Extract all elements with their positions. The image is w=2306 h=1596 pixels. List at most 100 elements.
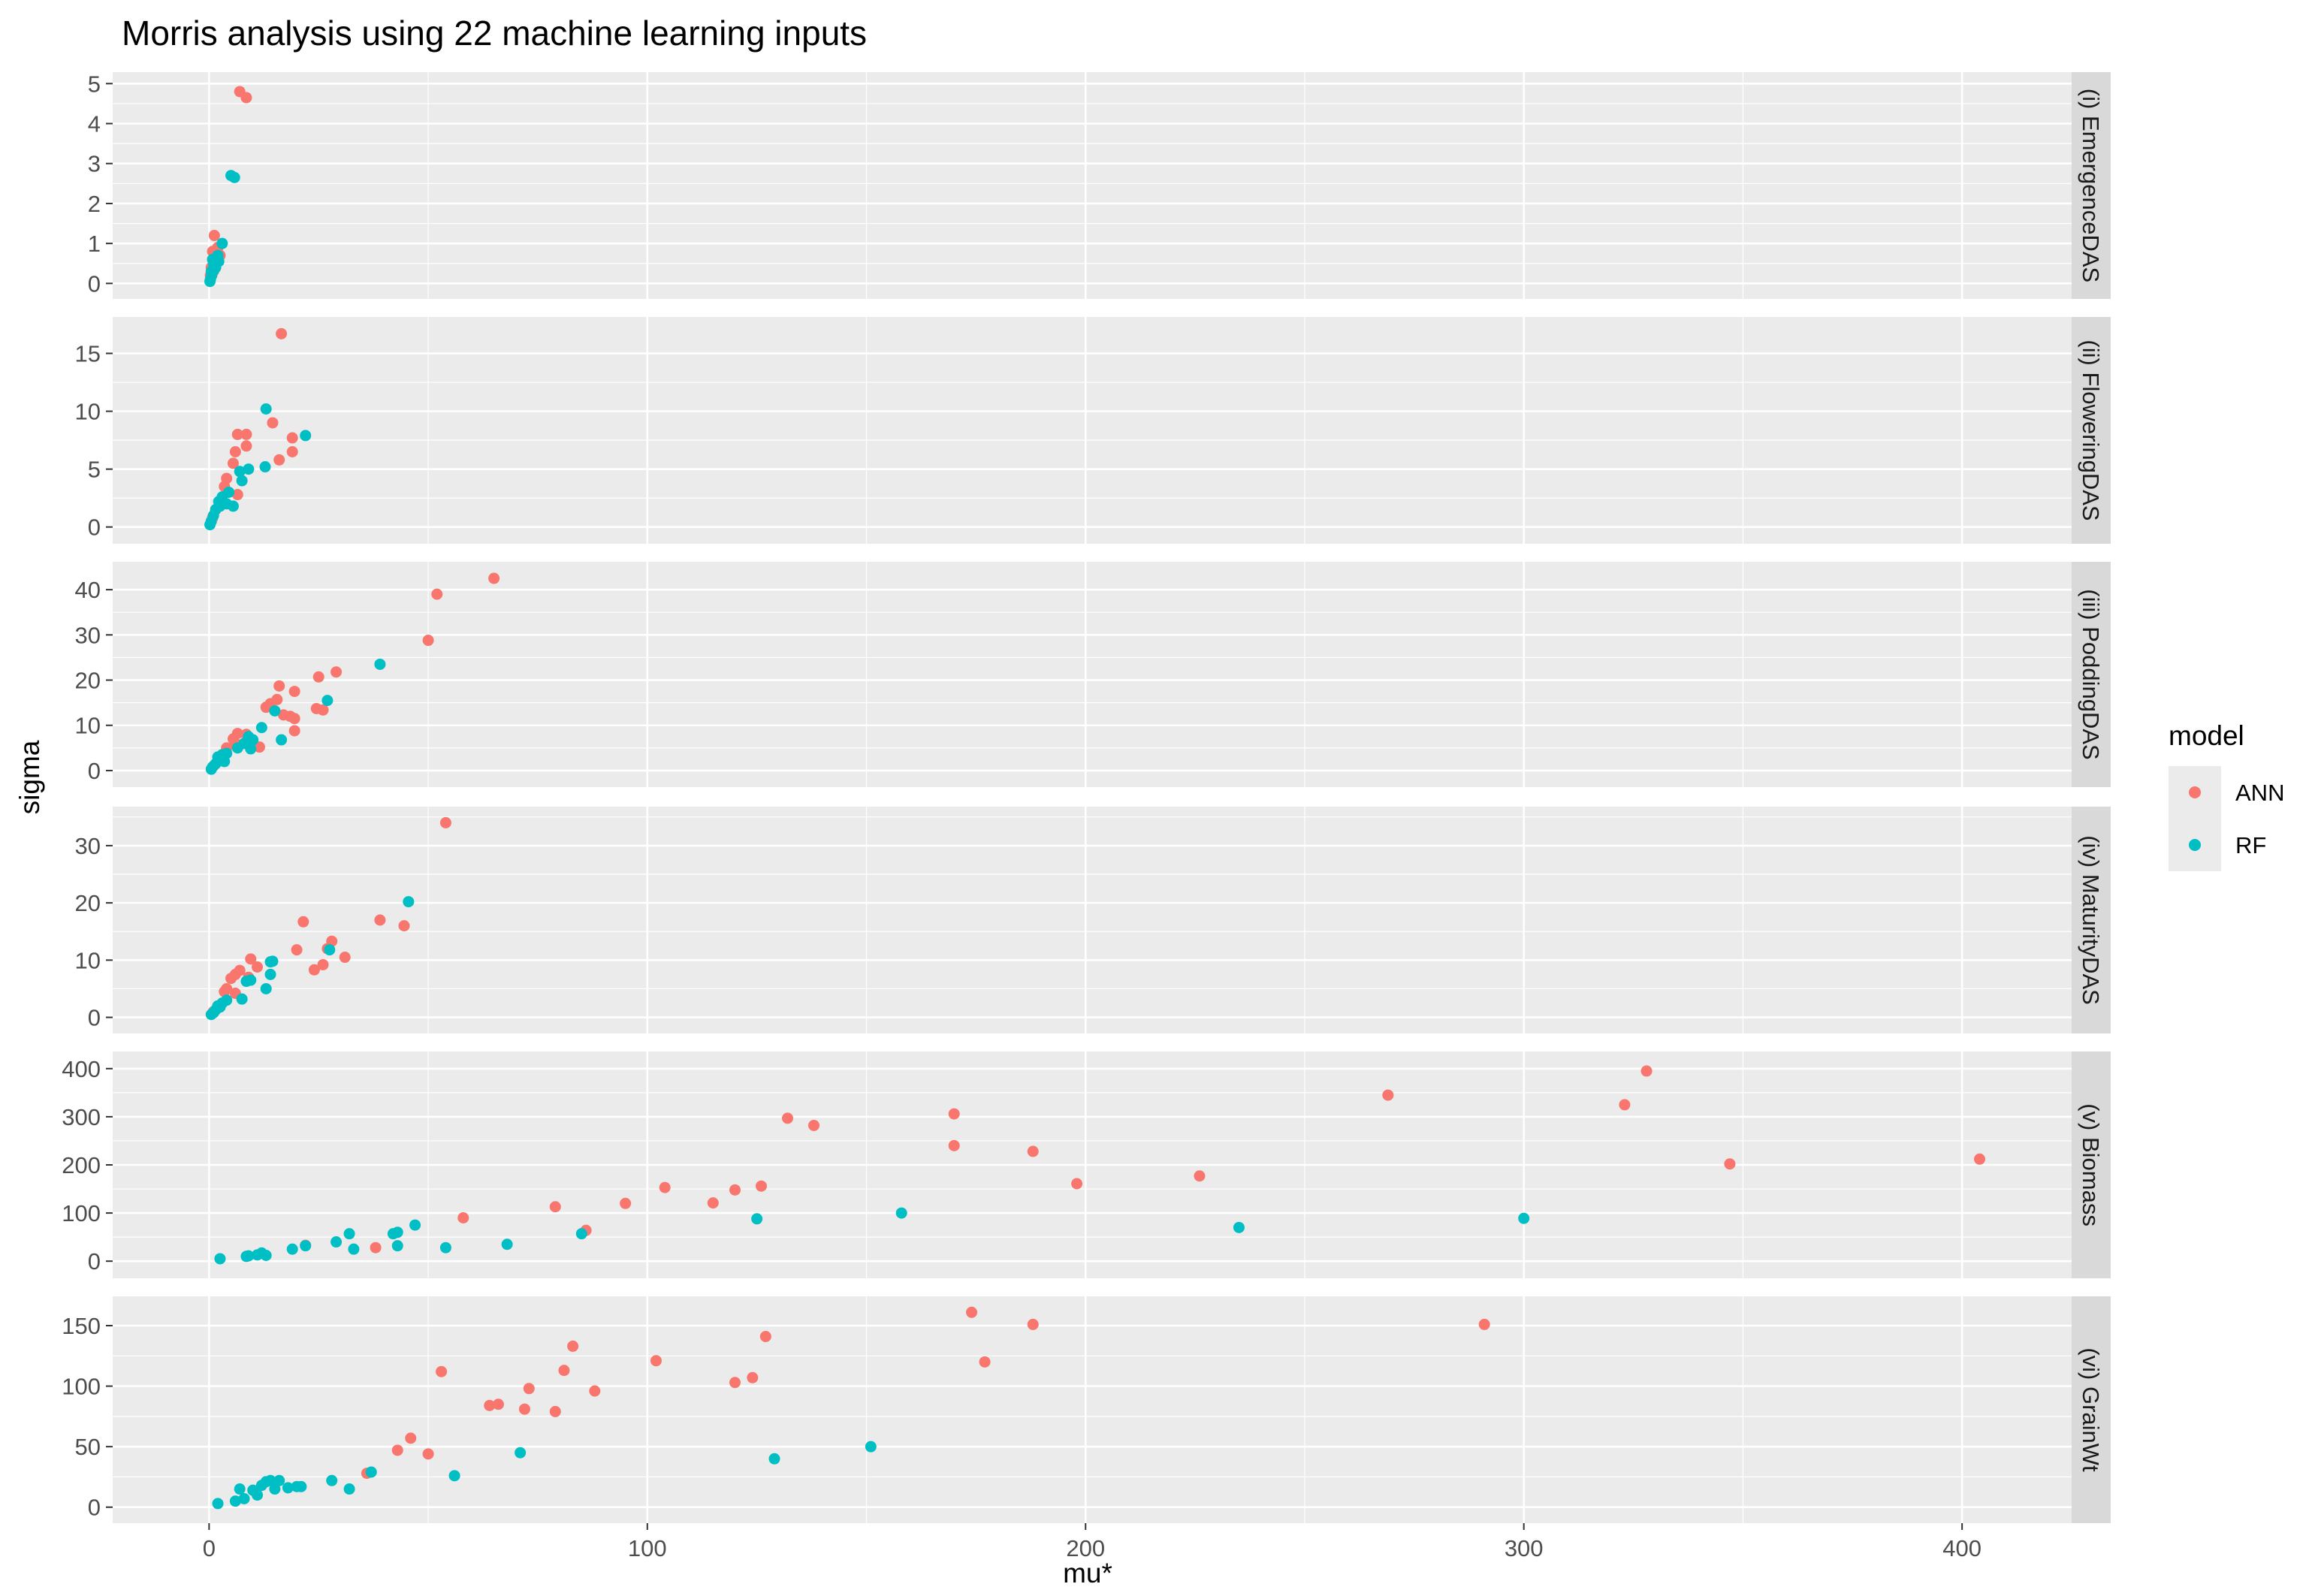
x-axis-title: mu* — [1063, 1558, 1112, 1588]
facet-strip-label: (v) Biomass — [2078, 1103, 2104, 1226]
data-point-ann — [1478, 1318, 1490, 1330]
data-point-ann — [229, 446, 241, 458]
data-point-rf — [264, 956, 276, 968]
data-point-ann — [747, 1371, 759, 1383]
legend-label-ann: ANN — [2235, 780, 2284, 806]
data-point-ann — [267, 417, 279, 429]
data-point-rf — [255, 722, 267, 734]
data-point-rf — [321, 695, 334, 707]
data-point-rf — [259, 461, 271, 473]
data-point-rf — [515, 1447, 527, 1459]
data-point-rf — [212, 1498, 224, 1510]
data-point-rf — [324, 944, 336, 956]
data-point-rf — [409, 1219, 421, 1231]
facet-panels: 0 1 2 3 4 5 (i) EmergenceDAS 0 5 10 15 (ii) Floweri… — [62, 71, 2111, 1523]
data-point-rf — [448, 1470, 460, 1482]
facet-panel: 0 5 10 15 (ii) FloweringDAS — [75, 317, 2111, 544]
data-point-rf — [227, 500, 239, 512]
data-point-ann — [240, 428, 252, 440]
y-tick-label: 200 — [62, 1152, 101, 1178]
facet-panel: 0 50 100 150 (vi) GrainWt — [62, 1296, 2111, 1523]
data-point-rf — [238, 1492, 250, 1504]
chart-title: Morris analysis using 22 machine learnin… — [122, 14, 867, 53]
data-point-ann — [484, 1399, 496, 1411]
data-point-ann — [225, 973, 237, 985]
data-point-ann — [948, 1139, 960, 1151]
data-point-ann — [273, 680, 285, 692]
data-point-rf — [403, 896, 415, 908]
facet-strip — [2072, 1296, 2111, 1523]
data-point-ann — [231, 489, 243, 501]
data-point-ann — [317, 958, 329, 970]
data-point-rf — [865, 1441, 877, 1453]
data-point-ann — [273, 454, 285, 466]
data-point-rf — [391, 1240, 403, 1252]
data-point-rf — [204, 519, 216, 531]
data-point-ann — [288, 713, 300, 725]
data-point-rf — [374, 658, 386, 670]
data-point-rf — [348, 1243, 360, 1255]
y-tick-label: 5 — [88, 457, 101, 483]
data-point-ann — [391, 1444, 403, 1456]
data-point-rf — [214, 1253, 226, 1265]
facet-strip-label: (vi) GrainWt — [2078, 1347, 2104, 1472]
data-point-rf — [234, 1483, 246, 1495]
legend-key-ann — [2189, 786, 2201, 798]
y-tick-label: 0 — [88, 1495, 101, 1521]
data-point-ann — [492, 1398, 504, 1410]
data-point-ann — [240, 92, 252, 104]
data-point-rf — [205, 1009, 217, 1021]
data-point-ann — [422, 1448, 434, 1460]
data-point-ann — [253, 741, 265, 753]
data-point-rf — [219, 756, 231, 768]
data-point-rf — [236, 993, 248, 1005]
data-point-ann — [398, 920, 410, 932]
data-point-ann — [1619, 1099, 1631, 1111]
y-tick-label: 2 — [88, 191, 101, 217]
data-point-ann — [405, 1432, 417, 1444]
y-tick-label: 5 — [88, 71, 101, 97]
data-point-ann — [240, 440, 252, 452]
data-point-rf — [269, 1483, 281, 1495]
data-point-rf — [247, 734, 259, 746]
data-point-rf — [575, 1228, 587, 1240]
data-point-rf — [240, 976, 252, 988]
y-tick-label: 0 — [88, 270, 101, 297]
data-point-ann — [436, 1365, 448, 1377]
data-point-ann — [288, 725, 300, 737]
data-point-ann — [948, 1108, 960, 1120]
data-point-ann — [549, 1405, 561, 1417]
data-point-rf — [228, 171, 240, 183]
data-point-ann — [1640, 1065, 1653, 1077]
y-tick-label: 300 — [62, 1104, 101, 1130]
panel-background — [113, 562, 2072, 787]
facet-strip — [2072, 1051, 2111, 1278]
legend-key-rf — [2189, 839, 2201, 851]
data-point-rf — [231, 742, 243, 754]
y-tick-label: 0 — [88, 1005, 101, 1031]
data-point-ann — [755, 1180, 767, 1192]
y-tick-label: 1 — [88, 231, 101, 257]
data-point-rf — [214, 1001, 226, 1013]
data-point-rf — [365, 1466, 377, 1478]
facet-strip — [2072, 72, 2111, 299]
data-point-rf — [1518, 1212, 1530, 1224]
y-tick-label: 30 — [75, 622, 101, 648]
facet-panel: 0 100 200 300 400 (v) Biomass — [62, 1051, 2111, 1278]
x-tick-label: 0 — [203, 1535, 216, 1561]
data-point-ann — [219, 985, 231, 997]
data-point-rf — [252, 1249, 264, 1261]
data-point-rf — [213, 255, 225, 267]
y-tick-label: 0 — [88, 514, 101, 541]
data-point-rf — [300, 430, 312, 442]
data-point-rf — [895, 1207, 907, 1219]
data-point-ann — [759, 1331, 771, 1343]
x-tick-label: 100 — [628, 1535, 667, 1561]
data-point-rf — [751, 1213, 763, 1225]
data-point-ann — [650, 1355, 662, 1367]
y-tick-label: 10 — [75, 713, 101, 739]
data-point-ann — [549, 1201, 561, 1213]
data-point-rf — [245, 743, 257, 755]
data-point-ann — [1382, 1089, 1394, 1101]
